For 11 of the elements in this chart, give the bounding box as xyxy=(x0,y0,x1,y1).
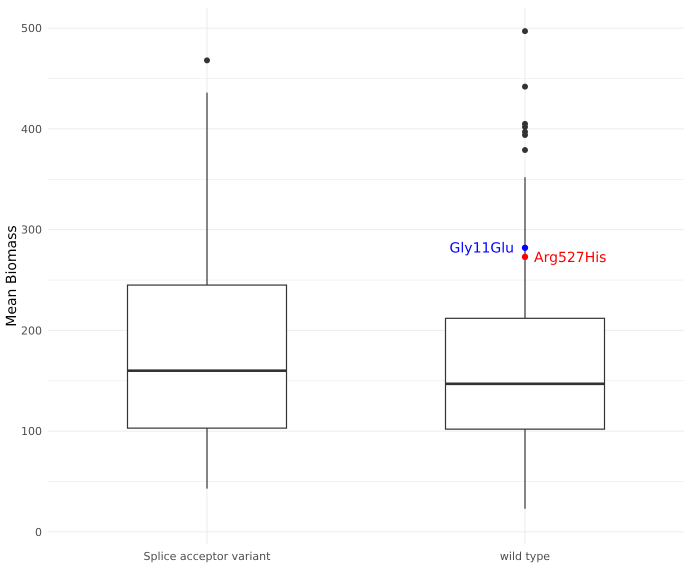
annotation: Gly11Glu xyxy=(450,240,514,257)
y-tick-label: 100 xyxy=(21,425,42,438)
y-tick-label: 500 xyxy=(21,22,42,35)
y-tick-label: 300 xyxy=(21,224,42,237)
annotation: Arg527His xyxy=(534,250,606,266)
x-tick-label: Splice acceptor variant xyxy=(144,550,272,563)
y-axis-title: Mean Biomass xyxy=(4,225,20,327)
y-tick-label: 200 xyxy=(21,324,42,338)
x-tick-label: wild type xyxy=(500,550,550,563)
y-tick-label: 400 xyxy=(21,122,42,136)
y-tick-label: 0 xyxy=(35,526,42,539)
